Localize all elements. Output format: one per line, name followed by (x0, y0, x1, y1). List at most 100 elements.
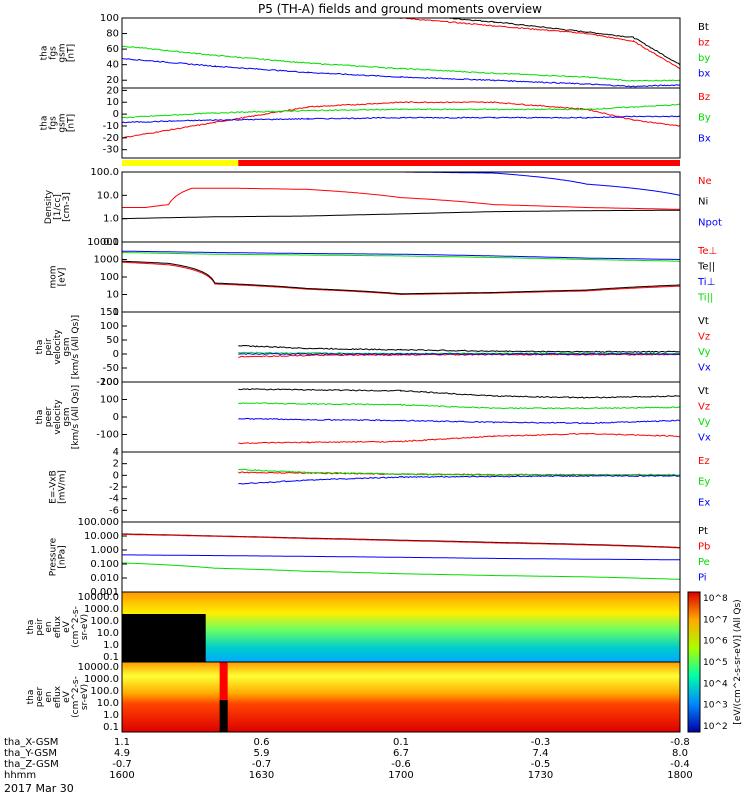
series-line-Vt (238, 388, 681, 399)
series-line-Vx (238, 417, 681, 425)
y-tick-label: 10000.0 (78, 662, 119, 673)
legend-label: Vt (698, 386, 709, 397)
y-axis-label: fgs (49, 116, 59, 130)
legend-label: Ey (698, 477, 710, 488)
ephemeris-value: 1600 (109, 770, 134, 781)
colorbar-label: [eV/(cm^2-s-sr-eV)] (All Qs) (733, 599, 743, 724)
y-axis-label: mom (49, 265, 59, 288)
series-line-Ti⊥ (122, 250, 680, 260)
y-tick-label: 1 (113, 307, 119, 318)
legend-label: Vz (698, 402, 710, 413)
y-axis-label: (cm^2-s- (71, 676, 81, 718)
ephemeris-row-label: tha_X-GSM (4, 737, 58, 748)
panel-frame (121, 451, 681, 523)
y-tick-label: 1.0 (103, 640, 119, 651)
legend-label: Te⊥ (697, 246, 717, 257)
series-line-Npot (401, 171, 681, 196)
y-axis-label: eV (62, 690, 72, 703)
y-tick-label: 10000.0 (78, 592, 119, 603)
legend-label: Ni (698, 197, 708, 208)
series-line-Ex (238, 474, 681, 485)
panel-fgs_mag: Bt bz by bx 20 40 60 80 100 tha fgs gsm [nT] (40, 13, 710, 89)
legend-label: Te|| (697, 262, 715, 273)
panel-frame (121, 171, 681, 243)
y-axis-label: tha (40, 116, 50, 131)
status-bar-red (238, 160, 680, 166)
y-axis-label: [nT] (67, 44, 77, 62)
y-tick-label: 40 (106, 60, 119, 71)
ephemeris-value: -0.6 (391, 759, 411, 770)
ephemeris-value: 0.6 (254, 737, 270, 748)
ephemeris-value: -0.7 (252, 759, 272, 770)
y-axis-label: E=-VxB (49, 470, 59, 504)
spectrogram-fill (122, 592, 680, 662)
legend-label: Ti|| (697, 293, 713, 304)
y-axis-label: [1/cc] (53, 194, 63, 220)
y-axis-label: gsm (62, 337, 72, 356)
y-tick-label: -30 (103, 145, 119, 156)
y-tick-label: 1000 (94, 255, 119, 266)
panel-peer_velocity: Vt Vz Vy Vx -100 0 100 200 tha peer velocity gsm [km… (35, 377, 711, 453)
y-axis-label: velocity (53, 329, 63, 365)
y-tick-label: 200 (100, 377, 119, 388)
legend-label: by (698, 53, 710, 64)
series-line-bz (122, 17, 681, 70)
colorbar-tick-label: 10^4 (703, 679, 728, 689)
y-tick-label: 100.000 (78, 517, 119, 528)
y-tick-label: 0 (113, 109, 119, 120)
y-tick-label: 50 (106, 335, 119, 346)
ephemeris-value: 1800 (667, 770, 692, 781)
y-tick-label: 100 (100, 272, 119, 283)
y-tick-label: 100.0 (90, 686, 119, 697)
series-line-Pb (122, 533, 681, 549)
series-line-Vz (238, 432, 681, 445)
series-line-Vy (238, 402, 681, 410)
y-tick-label: 10.0 (97, 628, 119, 639)
y-tick-label: 0.001 (90, 587, 119, 598)
y-axis-label: (cm^2-s- (71, 606, 81, 648)
status-bar-yellow (122, 160, 239, 166)
series-line-Vt (238, 344, 681, 353)
panel-peir_velocity: Vt Vz Vy Vx -100 -50 0 50 100 150 tha peir velocity g… (35, 307, 711, 388)
y-tick-label: 100 (100, 13, 119, 24)
y-tick-label: 0 (113, 470, 119, 481)
panel-density: Ne Ni Npot 0.1 1.0 10.0 100.0 Density [1/cc] [cm-… (44, 167, 722, 248)
series-line-bx (121, 57, 681, 88)
y-tick-label: 20 (106, 75, 119, 86)
y-tick-label: 100 (100, 321, 119, 332)
legend-label: Vx (698, 363, 711, 374)
legend-label: Bt (698, 22, 709, 33)
y-tick-label: 100 (100, 395, 119, 406)
ephemeris-value: 8.0 (672, 748, 688, 759)
ephemeris-row-label: hhmm (4, 770, 36, 781)
ephemeris-value: -0.4 (670, 759, 690, 770)
y-axis-label: gsm (58, 113, 68, 132)
panel-frame (121, 661, 681, 733)
legend-label: Ex (698, 497, 710, 508)
y-axis-label: tha (35, 410, 45, 425)
series-line-Bx (121, 115, 681, 124)
panel-temperature: Te⊥ Te|| Ti⊥ Ti|| 1 10 100 1000 10000 mom [eV] (49, 237, 718, 318)
ephemeris-value: 5.9 (254, 748, 270, 759)
legend-label: bz (698, 38, 710, 49)
series-line-Vz (238, 353, 681, 358)
figure-title: P5 (TH-A) fields and ground moments over… (258, 2, 542, 16)
ephemeris-value: 4.9 (114, 748, 130, 759)
y-axis-label: eV (62, 620, 72, 633)
ephemeris-value: -0.3 (531, 737, 551, 748)
colorbar (687, 591, 701, 733)
y-tick-label: 100.0 (90, 616, 119, 627)
legend-label: By (698, 113, 711, 124)
y-axis-label: sr-eV) (80, 614, 90, 640)
series-line-Ey (238, 468, 681, 476)
ephemeris-value: 1730 (528, 770, 553, 781)
colorbar-tick-label: 10^8 (703, 594, 728, 604)
series-line-Pe (121, 562, 681, 580)
y-tick-label: 10 (106, 97, 119, 108)
series-line-Pi (122, 554, 680, 561)
y-axis-label: [eV] (58, 268, 68, 287)
spectrogram-gap (122, 640, 160, 662)
ephemeris-value: -0.7 (112, 759, 132, 770)
